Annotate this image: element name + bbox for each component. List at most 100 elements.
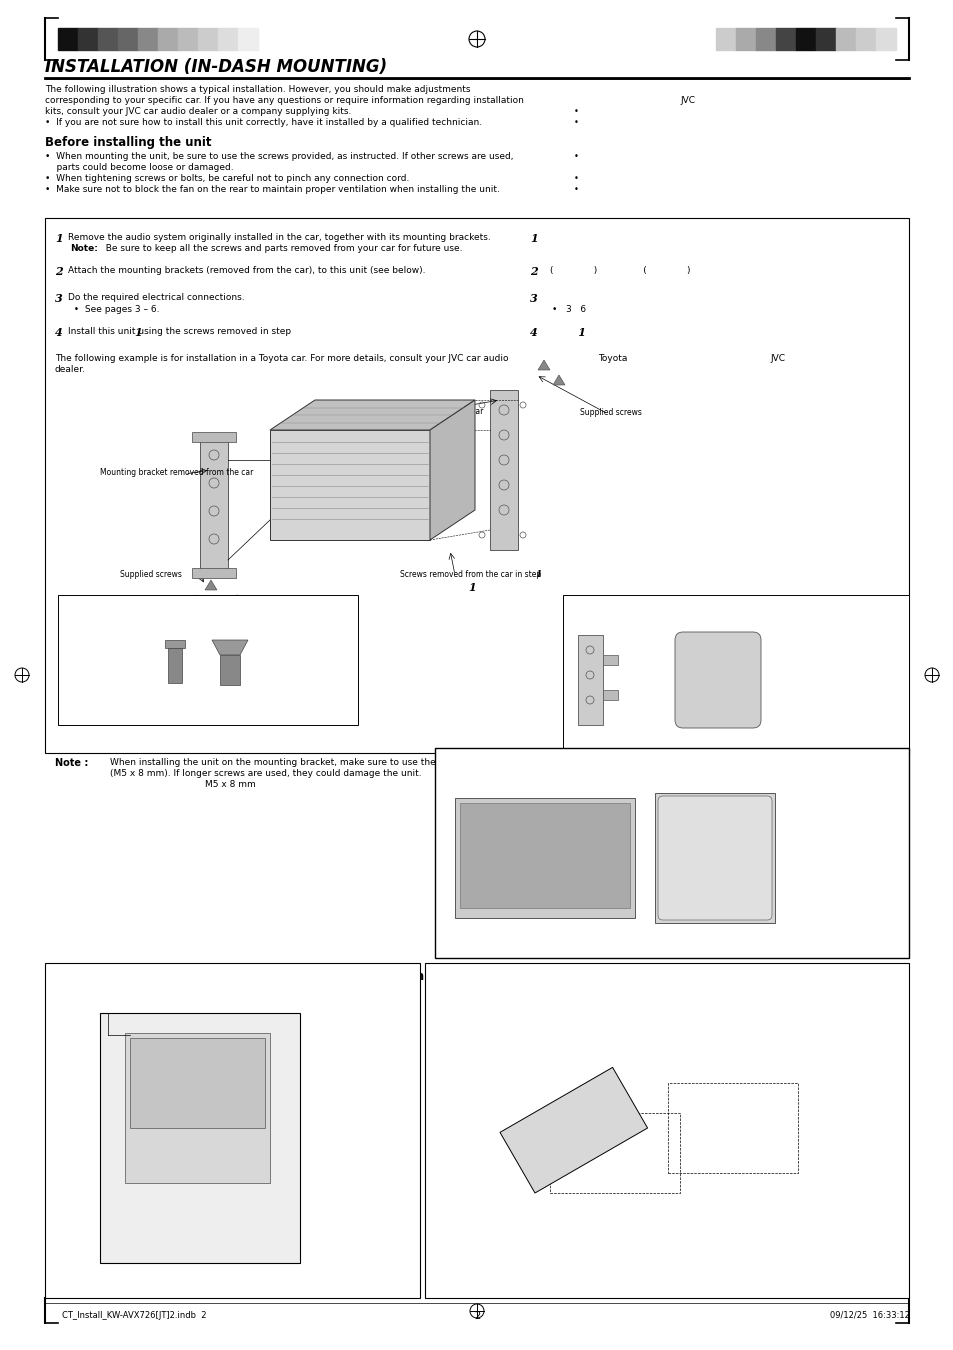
Bar <box>237 28 257 50</box>
Text: Remove the audio system originally installed in the car, together with its mount: Remove the audio system originally insta… <box>68 234 490 242</box>
Bar <box>198 28 218 50</box>
Bar <box>562 595 908 751</box>
Text: •: • <box>574 107 578 116</box>
Text: corresponding to your specific car. If you have any questions or require informa: corresponding to your specific car. If y… <box>45 96 523 105</box>
Text: Select the appropriate type fitting to your audio: Select the appropriate type fitting to y… <box>70 608 254 616</box>
Bar <box>755 28 775 50</box>
Text: (              )                (              ): ( ) ( ) <box>550 266 690 275</box>
Bar <box>602 655 618 666</box>
Bar <box>125 1033 270 1183</box>
Bar <box>815 28 835 50</box>
Text: M5 x 8 mm: M5 x 8 mm <box>205 780 255 788</box>
Text: mm: mm <box>312 1223 346 1233</box>
Polygon shape <box>212 640 248 655</box>
Bar <box>795 28 815 50</box>
Bar <box>775 28 795 50</box>
Bar <box>192 568 235 578</box>
Bar <box>58 28 78 50</box>
Text: The following illustration shows a typical installation. However, you should mak: The following illustration shows a typic… <box>45 85 470 94</box>
Bar <box>168 648 182 683</box>
Text: If necessary, restore the protruding tabs.: If necessary, restore the protruding tab… <box>573 605 730 614</box>
Text: Attach the mounting brackets (removed from the car), to this unit (see below).: Attach the mounting brackets (removed fr… <box>68 266 425 275</box>
Bar <box>45 217 908 753</box>
Text: 3: 3 <box>530 293 537 305</box>
Bar <box>490 390 517 549</box>
Text: Install the unit at an angle of less than 30°, taking it into account that the m: Install the unit at an angle of less tha… <box>435 975 864 984</box>
Text: •  When mounting the unit, be sure to use the screws provided, as instructed. If: • When mounting the unit, be sure to use… <box>45 153 513 161</box>
Bar <box>835 28 855 50</box>
Text: Mounting bracket removed from the car: Mounting bracket removed from the car <box>100 468 253 477</box>
Bar <box>218 28 237 50</box>
Text: Note :: Note : <box>55 757 89 768</box>
Text: JVC: JVC <box>679 96 695 105</box>
Text: •: • <box>574 185 578 194</box>
Text: Supplied screws: Supplied screws <box>120 570 182 579</box>
Text: when in use.: when in use. <box>435 987 492 996</box>
Bar <box>98 28 118 50</box>
Bar <box>165 640 185 648</box>
Text: Screws removed from the car in step: Screws removed from the car in step <box>399 570 543 579</box>
Polygon shape <box>537 360 550 370</box>
Text: CT_Install_KW-AVX726[JT]2.indb  2: CT_Install_KW-AVX726[JT]2.indb 2 <box>62 1311 206 1320</box>
Text: 1: 1 <box>133 327 142 338</box>
Bar <box>178 28 198 50</box>
Text: Be sure to keep all the screws and parts removed from your car for future use.: Be sure to keep all the screws and parts… <box>100 244 462 252</box>
Text: Note:: Note: <box>70 244 98 252</box>
Text: JVC: JVC <box>769 354 784 363</box>
Bar <box>58 595 357 725</box>
Text: dealer.: dealer. <box>55 364 86 374</box>
Text: Do the required electrical connections.: Do the required electrical connections. <box>68 293 244 302</box>
Bar <box>138 28 158 50</box>
Bar <box>130 1038 265 1129</box>
Text: 1: 1 <box>55 234 63 244</box>
Text: 4: 4 <box>55 327 63 338</box>
Text: •  Make sure not to block the fan on the rear to maintain proper ventilation whe: • Make sure not to block the fan on the … <box>45 185 499 194</box>
Polygon shape <box>430 400 475 540</box>
Polygon shape <box>553 375 564 385</box>
Text: 09/12/25  16:33:12: 09/12/25 16:33:12 <box>829 1311 909 1320</box>
Polygon shape <box>205 580 216 590</box>
Bar <box>855 28 875 50</box>
Text: system space.: system space. <box>70 620 125 628</box>
Text: 30°: 30° <box>575 975 592 985</box>
Text: 91.3: 91.3 <box>310 1282 328 1292</box>
Bar <box>158 28 178 50</box>
Polygon shape <box>270 400 475 431</box>
Text: 1: 1 <box>555 327 585 338</box>
FancyBboxPatch shape <box>675 632 760 728</box>
Polygon shape <box>499 1068 647 1193</box>
Bar <box>459 803 629 909</box>
Text: •  When tightening screws or bolts, be careful not to pinch any connection cord.: • When tightening screws or bolts, be ca… <box>45 174 409 184</box>
Text: Before installing the unit: Before installing the unit <box>45 136 212 148</box>
Text: •  If you are not sure how to install this unit correctly, have it installed by : • If you are not sure how to install thi… <box>45 117 481 127</box>
Text: •: • <box>574 117 578 127</box>
Text: kits, consult your JVC car audio dealer or a company supplying kits.: kits, consult your JVC car audio dealer … <box>45 107 351 116</box>
Bar <box>45 963 419 1297</box>
Text: Supplied screws: Supplied screws <box>579 408 641 417</box>
Polygon shape <box>190 595 202 605</box>
Text: Toyota: Toyota <box>598 354 627 363</box>
Bar <box>655 792 774 923</box>
Text: 3: 3 <box>55 293 63 305</box>
Text: 1: 1 <box>535 570 540 579</box>
Bar <box>735 28 755 50</box>
Bar <box>602 690 618 701</box>
Bar <box>192 432 235 441</box>
Text: Mounting bracket removed from the car: Mounting bracket removed from the car <box>330 406 483 416</box>
Text: 1: 1 <box>530 234 537 244</box>
Text: 2: 2 <box>530 266 537 277</box>
Text: 2: 2 <box>474 1311 479 1322</box>
Text: Unit  mm: Unit mm <box>312 1214 351 1222</box>
Text: When installing the unit in a Nissan car: When installing the unit in a Nissan car <box>442 755 738 768</box>
Bar <box>435 748 908 958</box>
Bar <box>100 1012 299 1264</box>
Bar <box>455 798 635 918</box>
Text: parts could become loose or damaged.: parts could become loose or damaged. <box>45 163 233 171</box>
Text: (M5 x 8 mm). If longer screws are used, they could damage the unit.: (M5 x 8 mm). If longer screws are used, … <box>110 769 421 778</box>
Bar <box>118 28 138 50</box>
Text: 160: 160 <box>192 1276 208 1285</box>
Text: Install this unit using the screws removed in step: Install this unit using the screws remov… <box>68 327 294 336</box>
Text: 30°: 30° <box>555 1168 572 1179</box>
Text: •: • <box>574 174 578 184</box>
Text: •   3   6: • 3 6 <box>552 305 585 313</box>
